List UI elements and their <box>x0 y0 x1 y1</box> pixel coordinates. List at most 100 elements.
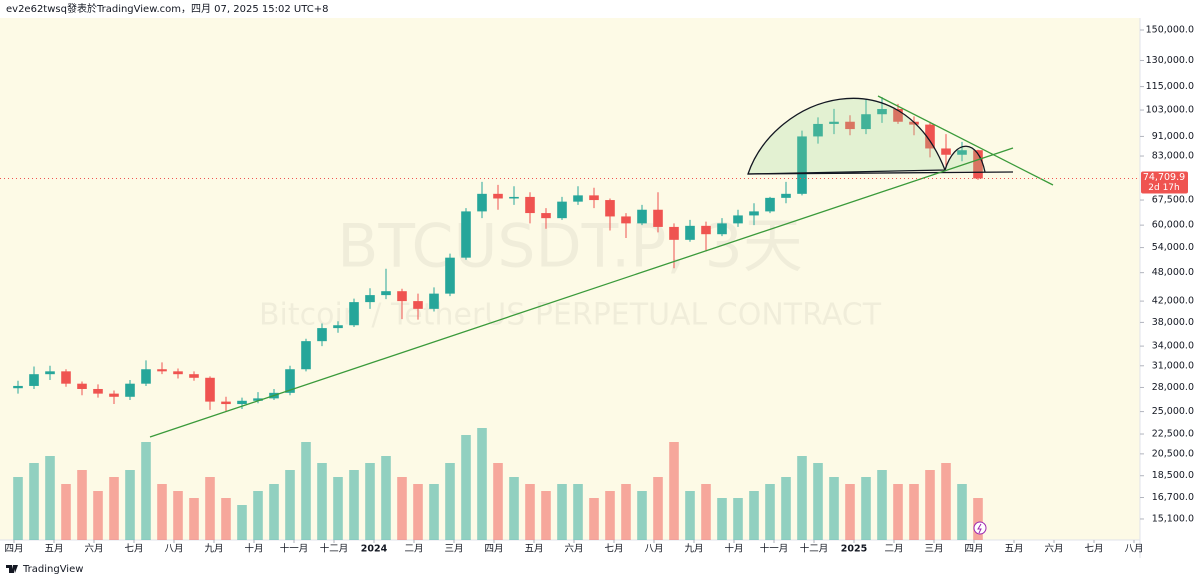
candle-body <box>877 109 887 115</box>
volume-bar <box>29 463 39 540</box>
x-tick-label: 八月 <box>164 544 183 555</box>
y-tick-label: 48,000.0 <box>1152 267 1194 278</box>
x-tick-label: 二月 <box>404 544 423 555</box>
small-arc <box>944 145 986 173</box>
candle-body <box>237 400 247 405</box>
y-tick-label: 91,000.0 <box>1152 131 1194 142</box>
volume-bar <box>621 484 631 540</box>
candle-body <box>61 371 71 384</box>
x-tick-label: 七月 <box>1084 544 1103 555</box>
x-tick-label: 十一月 <box>760 543 789 555</box>
event-icon[interactable] <box>973 521 987 535</box>
volume-bar <box>557 484 567 540</box>
x-tick-label: 2024 <box>361 544 388 555</box>
candle-body <box>317 328 327 342</box>
candle-body <box>381 291 391 296</box>
x-tick-label: 七月 <box>124 544 143 555</box>
volume-bar <box>765 484 775 540</box>
volume-bar <box>333 477 343 540</box>
volume-bar <box>781 477 791 540</box>
x-tick-label: 五月 <box>1004 544 1023 555</box>
volume-bar <box>109 477 119 540</box>
y-tick-label: 18,500.0 <box>1152 470 1194 481</box>
volume-bar <box>653 477 663 540</box>
x-tick-label: 十二月 <box>320 543 349 555</box>
watermark-description: Bitcoin / TetherUS PERPETUAL CONTRACT <box>259 298 882 333</box>
y-tick-label: 67,500.0 <box>1152 195 1194 206</box>
candle-body <box>925 124 935 149</box>
volume-bar <box>45 456 55 540</box>
candle-body <box>461 211 471 258</box>
candle-body <box>957 150 967 155</box>
candle-body <box>781 193 791 198</box>
x-tick-label: 三月 <box>924 544 943 555</box>
volume-bar <box>797 456 807 540</box>
volume-bar <box>61 484 71 540</box>
volume-bar <box>13 477 23 540</box>
candle-body <box>525 196 535 214</box>
candle-body <box>349 302 359 326</box>
volume-bar <box>701 484 711 540</box>
volume-bar <box>141 442 151 540</box>
down-trend-line <box>877 95 1054 186</box>
volume-bar <box>493 463 503 540</box>
candle-body <box>765 197 775 212</box>
y-tick-label: 42,000.0 <box>1152 296 1194 307</box>
volume-bar <box>397 477 407 540</box>
volume-bar <box>541 491 551 540</box>
volume-bar <box>205 477 215 540</box>
x-tick-label: 四月 <box>4 544 23 555</box>
y-tick-label: 38,000.0 <box>1152 317 1194 328</box>
cup-arc <box>747 97 946 175</box>
candle-body <box>45 371 55 375</box>
candle-body <box>301 341 311 370</box>
candle-body <box>365 295 375 303</box>
volume-bar <box>893 484 903 540</box>
candle-body <box>333 325 343 329</box>
y-tick-label: 103,000.0 <box>1146 105 1194 116</box>
volume-bar <box>349 470 359 540</box>
x-tick-label: 十二月 <box>800 543 829 555</box>
candle-body <box>797 136 807 194</box>
volume-bar <box>573 484 583 540</box>
volume-bar <box>477 428 487 540</box>
volume-bar <box>813 463 823 540</box>
volume-bar <box>461 435 471 540</box>
volume-bar <box>189 498 199 540</box>
candle-body <box>189 374 199 378</box>
volume-bar <box>221 498 231 540</box>
x-tick-label: 六月 <box>84 543 103 555</box>
volume-bar <box>253 491 263 540</box>
candle-body <box>845 121 855 130</box>
candle-body <box>109 393 119 397</box>
volume-bar <box>301 442 311 540</box>
x-tick-label: 六月 <box>1044 543 1063 555</box>
volume-bar <box>77 470 87 540</box>
x-tick-label: 四月 <box>484 544 503 555</box>
candle-body <box>205 377 215 402</box>
candle-body <box>493 193 503 199</box>
volume-bar <box>669 442 679 540</box>
candle-body <box>125 383 135 397</box>
candle-body <box>477 193 487 212</box>
candle-body <box>637 209 647 224</box>
x-tick-label: 十月 <box>244 543 263 555</box>
x-tick-label: 三月 <box>444 544 463 555</box>
candle-body <box>13 385 23 389</box>
x-tick-label: 五月 <box>44 544 63 555</box>
candle-body <box>685 225 695 240</box>
countdown-label: 2d 17h <box>1148 183 1179 193</box>
candle-body <box>397 291 407 302</box>
volume-bar <box>845 484 855 540</box>
candle-body <box>93 388 103 394</box>
y-tick-label: 115,000.0 <box>1146 81 1194 92</box>
x-tick-label: 八月 <box>644 544 663 555</box>
volume-bar <box>173 491 183 540</box>
y-tick-label: 83,000.0 <box>1152 151 1194 162</box>
candle-body <box>141 369 151 384</box>
volume-bar <box>957 484 967 540</box>
header: ev2e62twsq發表於TradingView.com，四月 07, 2025… <box>6 2 328 15</box>
y-tick-label: 15,100.0 <box>1152 513 1194 524</box>
volume-bar <box>93 491 103 540</box>
candle-body <box>909 121 919 125</box>
